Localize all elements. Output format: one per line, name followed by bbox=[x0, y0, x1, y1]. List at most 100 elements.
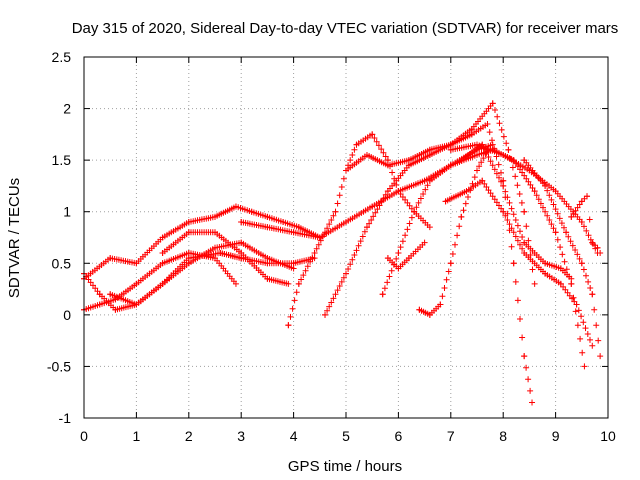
data-point bbox=[426, 224, 433, 231]
data-point bbox=[531, 188, 538, 195]
data-point bbox=[510, 260, 517, 267]
data-point bbox=[426, 311, 433, 318]
data-point bbox=[395, 249, 402, 256]
x-tick-labels: 0 1 2 3 4 5 6 7 8 9 10 bbox=[80, 428, 616, 444]
data-point bbox=[552, 188, 559, 195]
data-point bbox=[437, 301, 444, 308]
series-markers bbox=[416, 151, 489, 318]
data-point bbox=[405, 255, 412, 262]
data-point bbox=[322, 311, 329, 318]
data-point bbox=[353, 141, 360, 148]
series-sat-k bbox=[343, 121, 536, 406]
data-point bbox=[405, 162, 412, 169]
data-point bbox=[421, 177, 428, 184]
data-point bbox=[316, 234, 323, 241]
data-point bbox=[594, 244, 601, 251]
data-point bbox=[264, 224, 271, 231]
data-point bbox=[112, 296, 119, 303]
y-tick-label: -0.5 bbox=[47, 358, 71, 374]
data-point bbox=[133, 301, 140, 308]
x-tick-label: 10 bbox=[600, 428, 616, 444]
y-tick-label: 1 bbox=[63, 204, 71, 220]
data-point bbox=[343, 270, 349, 277]
data-point bbox=[185, 255, 192, 262]
series-markers bbox=[107, 239, 295, 308]
data-point bbox=[232, 280, 239, 287]
data-point bbox=[426, 151, 433, 158]
series-sat-q bbox=[521, 157, 604, 360]
y-axis-label: SDTVAR / TECUs bbox=[6, 178, 23, 298]
data-point bbox=[232, 203, 239, 210]
data-point bbox=[589, 291, 596, 298]
x-tick-label: 5 bbox=[342, 428, 350, 444]
data-point bbox=[597, 353, 604, 360]
data-point bbox=[557, 280, 564, 287]
data-point bbox=[212, 244, 218, 251]
series-sat-m bbox=[416, 146, 491, 318]
y-tick-label: 2.5 bbox=[52, 49, 72, 65]
data-point bbox=[416, 306, 423, 313]
data-point bbox=[584, 193, 591, 200]
data-point bbox=[521, 208, 528, 215]
data-point bbox=[212, 229, 218, 236]
data-point bbox=[442, 198, 449, 205]
y-tick-label: 1.5 bbox=[52, 152, 72, 168]
data-point bbox=[295, 224, 302, 231]
data-point bbox=[185, 249, 192, 256]
data-point bbox=[290, 265, 297, 272]
x-tick-label: 3 bbox=[237, 428, 245, 444]
data-point bbox=[185, 229, 192, 236]
series-sat-d bbox=[81, 249, 239, 313]
data-point bbox=[185, 219, 192, 226]
data-point bbox=[185, 260, 192, 267]
data-point bbox=[521, 353, 528, 360]
data-point bbox=[479, 141, 486, 148]
data-point bbox=[332, 208, 339, 215]
data-point bbox=[285, 322, 292, 329]
data-point bbox=[285, 280, 292, 287]
data-point bbox=[343, 167, 349, 174]
data-point bbox=[369, 131, 376, 138]
x-tick-label: 1 bbox=[133, 428, 141, 444]
data-point bbox=[248, 208, 255, 215]
data-point bbox=[447, 141, 454, 148]
data-point bbox=[500, 182, 507, 189]
grid-lines bbox=[84, 57, 608, 418]
data-point bbox=[474, 151, 480, 158]
series-sat-n bbox=[384, 239, 428, 272]
y-tick-label: 0.5 bbox=[52, 255, 72, 271]
data-point bbox=[542, 270, 549, 277]
data-point bbox=[212, 213, 218, 220]
data-point bbox=[238, 239, 245, 246]
data-point bbox=[264, 255, 271, 262]
data-point bbox=[311, 249, 318, 256]
data-point bbox=[133, 280, 140, 287]
data-point bbox=[563, 229, 570, 236]
data-point bbox=[107, 255, 114, 262]
data-point bbox=[542, 260, 549, 267]
series-sat-i bbox=[285, 131, 433, 329]
data-point bbox=[384, 255, 391, 262]
axis-ticks bbox=[83, 56, 609, 419]
y-tick-label: 2 bbox=[63, 101, 71, 117]
data-point bbox=[363, 151, 370, 158]
data-point bbox=[589, 342, 596, 349]
data-point bbox=[395, 188, 402, 195]
data-point bbox=[264, 275, 271, 282]
data-point bbox=[500, 208, 507, 215]
data-point bbox=[384, 157, 391, 164]
data-point bbox=[468, 131, 475, 138]
data-point bbox=[369, 203, 376, 210]
series-markers bbox=[343, 121, 534, 394]
data-point bbox=[568, 275, 575, 282]
data-point bbox=[505, 146, 512, 153]
x-tick-label: 8 bbox=[499, 428, 507, 444]
data-point bbox=[264, 260, 271, 267]
series-sat-r bbox=[568, 193, 604, 256]
data-point bbox=[426, 146, 433, 153]
data-point bbox=[159, 249, 166, 256]
data-point bbox=[521, 239, 528, 246]
data-point bbox=[212, 255, 218, 262]
data-point bbox=[159, 280, 166, 287]
data-point bbox=[458, 157, 465, 164]
